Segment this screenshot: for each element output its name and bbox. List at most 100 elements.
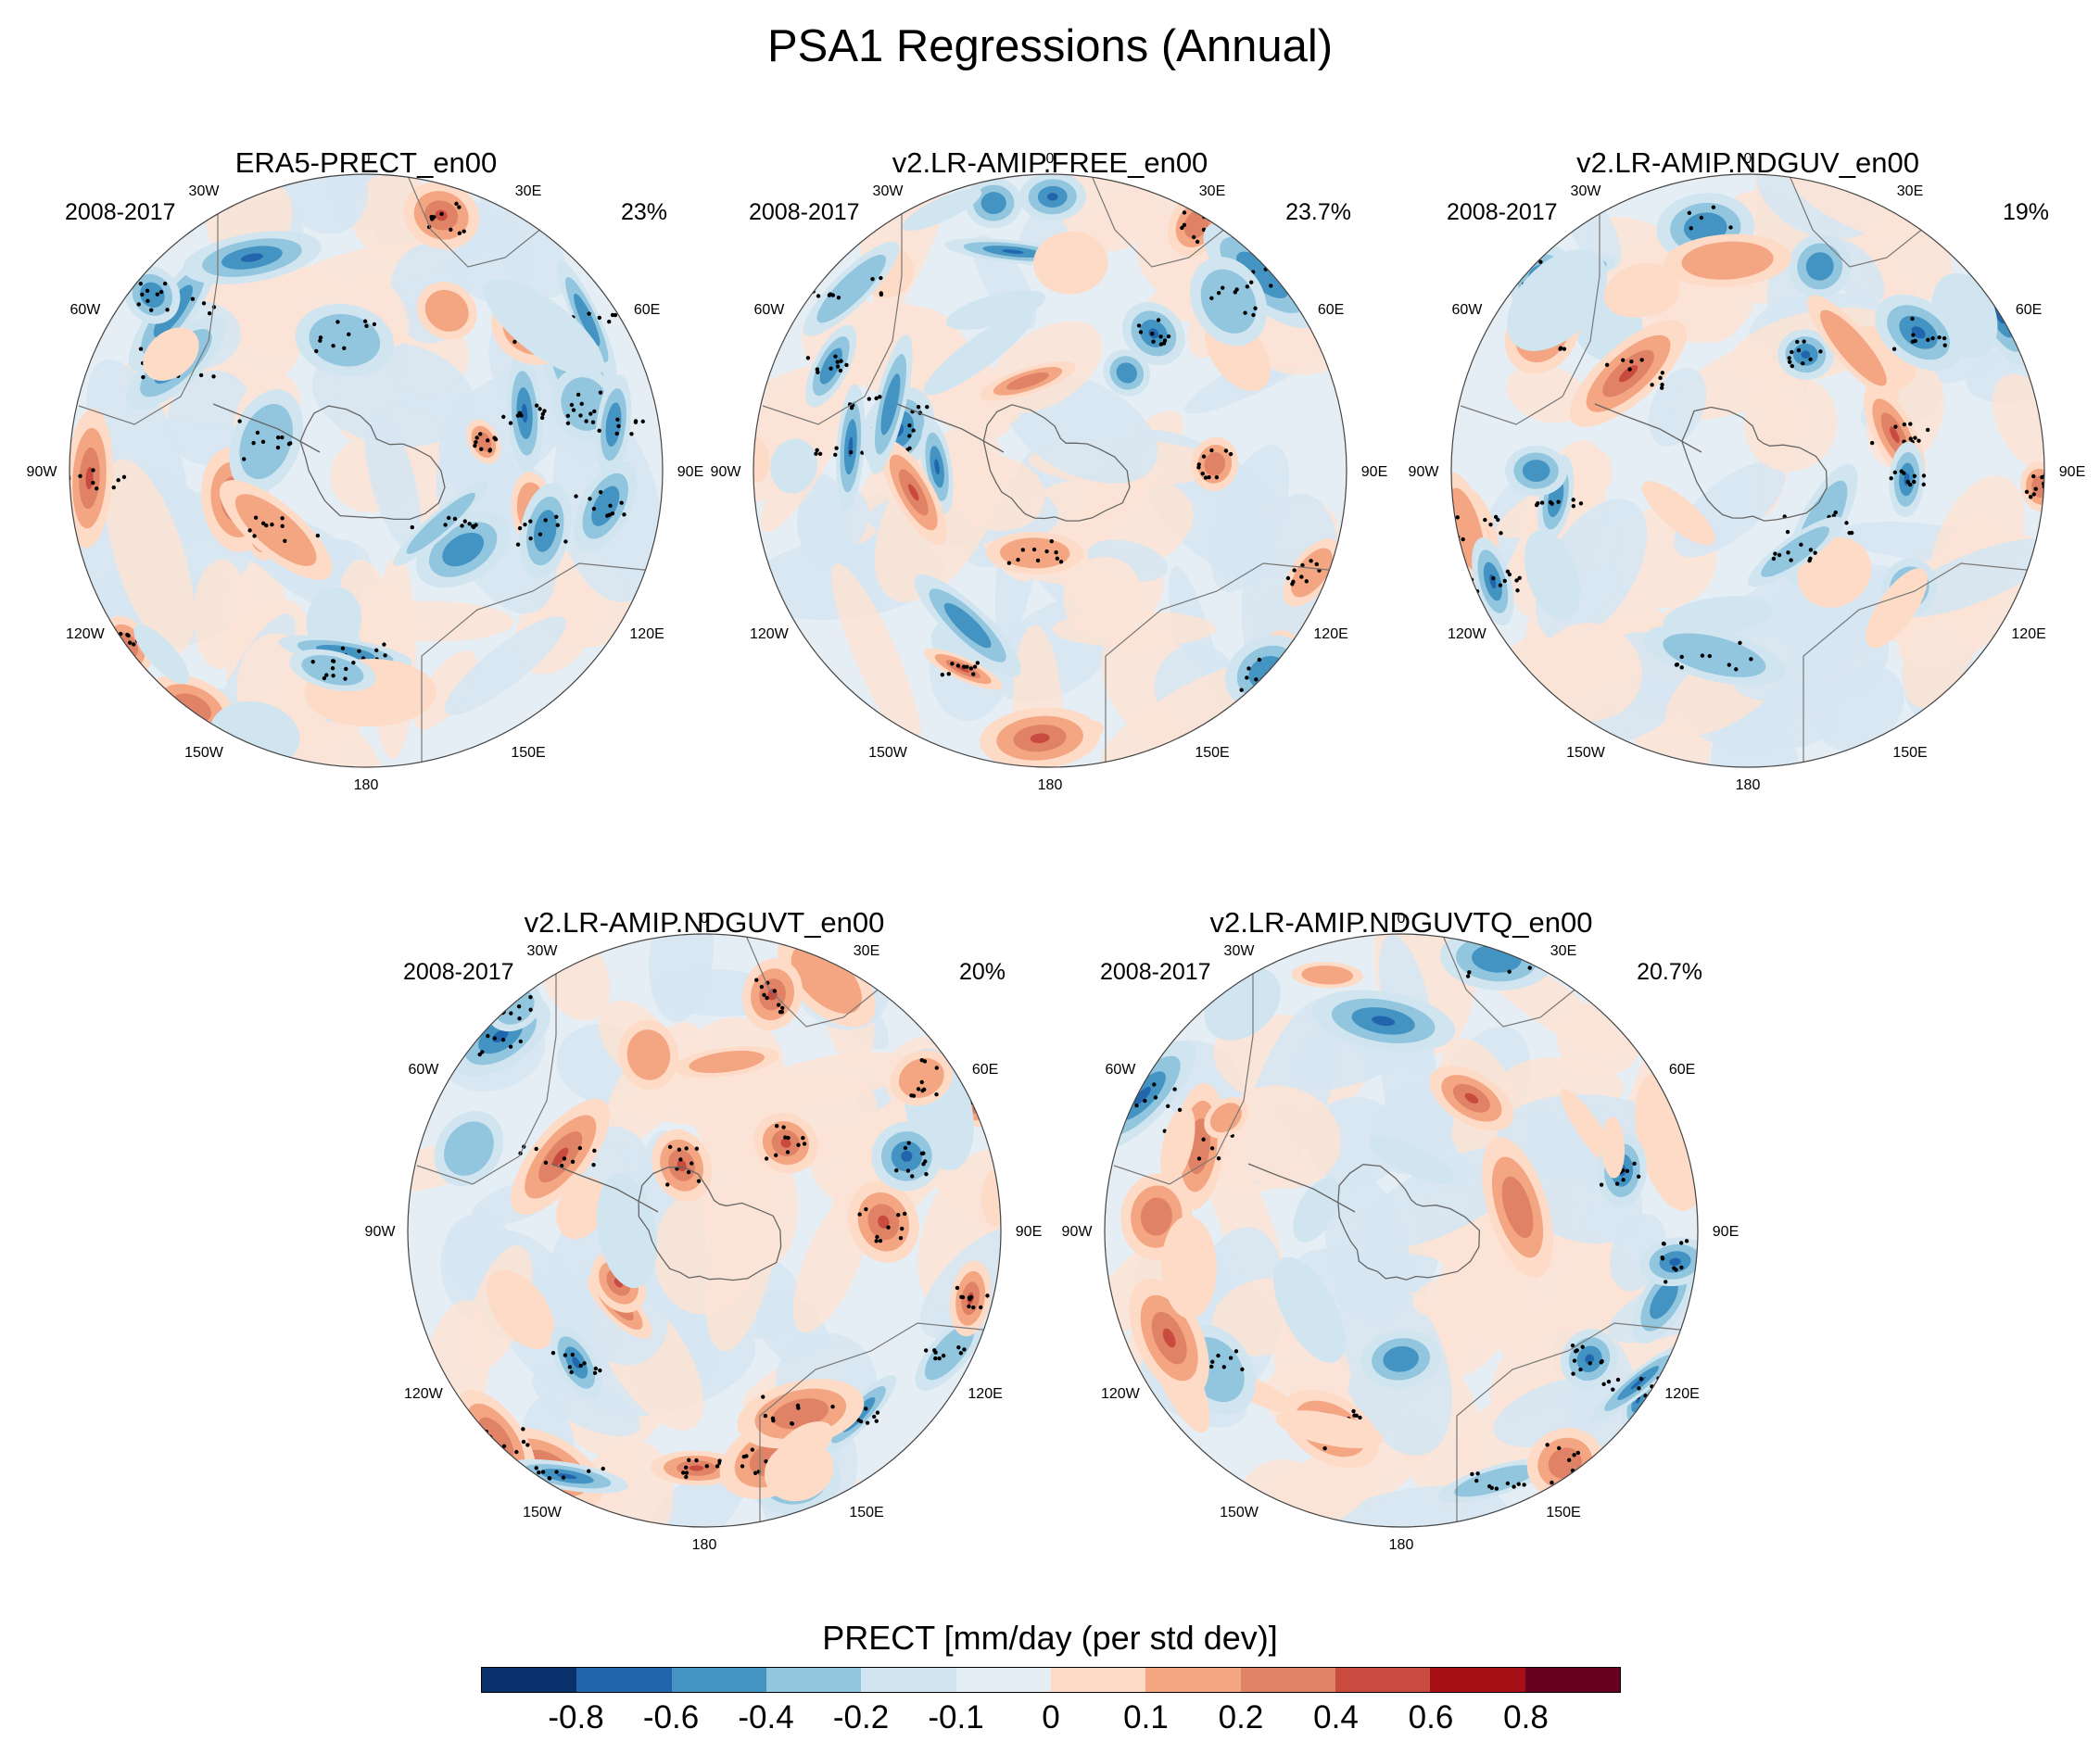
variance-percent: 20.7% bbox=[1637, 959, 1702, 985]
longitude-label: 0 bbox=[1398, 911, 1406, 927]
colorbar-tick-label: -0.1 bbox=[928, 1699, 984, 1735]
colorbar-title: PRECT [mm/day (per std dev)] bbox=[822, 1619, 1278, 1657]
longitude-label: 0 bbox=[1744, 151, 1752, 167]
polar-map: 0 30E 60E 90E 120E 150E 180 150W 120W 90W 60W 30W bbox=[1409, 151, 2086, 793]
longitude-label: 30W bbox=[873, 183, 905, 199]
map-panel-1: ERA5-PRECT_en00 2008-2017 23% 0 30E 60E 90E… bbox=[27, 146, 704, 793]
longitude-label: 150E bbox=[1195, 745, 1229, 761]
precip-field bbox=[1105, 934, 1698, 1527]
colorbar-swatch bbox=[955, 1668, 1051, 1692]
coastline bbox=[1337, 1164, 1481, 1281]
coastline bbox=[299, 405, 446, 521]
figure-title: PSA1 Regressions (Annual) bbox=[766, 21, 1334, 71]
precip-field bbox=[753, 174, 1347, 767]
longitude-label: 90E bbox=[1361, 464, 1387, 480]
longitude-label: 180 bbox=[692, 1537, 717, 1553]
longitude-label: 60W bbox=[1451, 302, 1483, 318]
longitude-label: 90W bbox=[1062, 1224, 1094, 1240]
longitude-label: 30W bbox=[527, 943, 559, 959]
longitude-label: 60E bbox=[1669, 1062, 1695, 1078]
longitude-label: 30W bbox=[1224, 943, 1256, 959]
longitude-label: 60E bbox=[2016, 302, 2042, 318]
longitude-label: 90E bbox=[2059, 464, 2085, 480]
colorbar-tick-label: 0.1 bbox=[1123, 1699, 1169, 1735]
longitude-label: 150E bbox=[849, 1505, 883, 1521]
period-label: 2008-2017 bbox=[1447, 199, 1558, 225]
longitude-label: 150W bbox=[1220, 1505, 1259, 1521]
period-label: 2008-2017 bbox=[749, 199, 860, 225]
map-panel-4: v2.LR-AMIP.NDGUVT_en00 2008-2017 20% 0 30… bbox=[365, 906, 1043, 1553]
variance-percent: 23% bbox=[620, 199, 667, 225]
longitude-label: 150W bbox=[1566, 745, 1606, 761]
colorbar-swatch bbox=[765, 1668, 862, 1692]
panel-title: v2.LR-AMIP.NDGUVTQ_en00 bbox=[1209, 906, 1593, 939]
panel-title: v2.LR-AMIP.NDGUVT_en00 bbox=[524, 906, 885, 939]
longitude-label: 150E bbox=[1892, 745, 1927, 761]
polar-map: 0 30E 60E 90E 120E 150E 180 150W 120W 90W 60W 30W bbox=[27, 151, 704, 793]
longitude-label: 120W bbox=[1101, 1386, 1141, 1402]
longitude-label: 90E bbox=[1016, 1224, 1042, 1240]
colorbar-swatch bbox=[1050, 1668, 1146, 1692]
coastline bbox=[638, 1166, 782, 1281]
map-panel-2: v2.LR-AMIP.FREE_en00 2008-2017 23.7% 0 30… bbox=[711, 146, 1388, 793]
longitude-label: 120W bbox=[750, 626, 790, 642]
longitude-label: 30W bbox=[1571, 183, 1602, 199]
longitude-label: 0 bbox=[1046, 151, 1055, 167]
colorbar-tick-label: -0.2 bbox=[832, 1699, 890, 1735]
map-border bbox=[407, 933, 1002, 1528]
longitude-label: 60E bbox=[1318, 302, 1344, 318]
longitude-label: 120E bbox=[1664, 1386, 1699, 1402]
longitude-label: 90W bbox=[1409, 464, 1440, 480]
longitude-label: 180 bbox=[1736, 777, 1761, 793]
colorbar-tick-label: 0 bbox=[1042, 1699, 1060, 1735]
longitude-label: 150E bbox=[511, 745, 545, 761]
longitude-label: 60W bbox=[408, 1062, 439, 1078]
colorbar-tick-label: 0.8 bbox=[1503, 1699, 1549, 1735]
longitude-label: 150E bbox=[1546, 1505, 1580, 1521]
longitude-label: 60E bbox=[634, 302, 660, 318]
longitude-label: 120E bbox=[2011, 626, 2045, 642]
variance-percent: 19% bbox=[2002, 199, 2049, 225]
map-border bbox=[1450, 173, 2045, 768]
longitude-label: 120E bbox=[968, 1386, 1002, 1402]
variance-percent: 20% bbox=[958, 959, 1006, 985]
longitude-label: 90W bbox=[711, 464, 742, 480]
longitude-label: 30E bbox=[1897, 183, 1923, 199]
longitude-label: 120E bbox=[629, 626, 664, 642]
map-border bbox=[1104, 933, 1699, 1528]
longitude-label: 120W bbox=[404, 1386, 444, 1402]
longitude-label: 30E bbox=[854, 943, 879, 959]
coastline bbox=[1681, 406, 1828, 522]
longitude-label: 150W bbox=[868, 745, 908, 761]
period-label: 2008-2017 bbox=[403, 959, 514, 985]
coastline bbox=[982, 404, 1131, 522]
colorbar-tick-label: 0.2 bbox=[1218, 1699, 1264, 1735]
longitude-label: 60W bbox=[753, 302, 785, 318]
longitude-label: 90E bbox=[677, 464, 703, 480]
colorbar-tick-label: 0.4 bbox=[1313, 1699, 1359, 1735]
period-label: 2008-2017 bbox=[1100, 959, 1211, 985]
panel-title: ERA5-PRECT_en00 bbox=[234, 146, 498, 179]
longitude-label: 60E bbox=[972, 1062, 998, 1078]
longitude-label: 30E bbox=[1550, 943, 1576, 959]
colorbar-swatch bbox=[861, 1668, 956, 1692]
longitude-label: 0 bbox=[701, 911, 709, 927]
longitude-label: 90E bbox=[1713, 1224, 1739, 1240]
longitude-label: 0 bbox=[362, 151, 371, 167]
longitude-label: 180 bbox=[354, 777, 379, 793]
longitude-label: 60W bbox=[70, 302, 101, 318]
variance-percent: 23.7% bbox=[1285, 199, 1351, 225]
longitude-label: 150W bbox=[184, 745, 224, 761]
longitude-label: 120W bbox=[66, 626, 106, 642]
colorbar-swatch bbox=[671, 1668, 766, 1692]
colorbar-swatch bbox=[1240, 1668, 1335, 1692]
panel-title: v2.LR-AMIP.FREE_en00 bbox=[892, 146, 1208, 179]
colorbar bbox=[481, 1667, 1621, 1693]
precip-field bbox=[1451, 174, 2044, 767]
colorbar-tick-label: -0.6 bbox=[642, 1699, 700, 1735]
polar-map: 0 30E 60E 90E 120E 150E 180 150W 120W 90W 60W 30W bbox=[711, 151, 1388, 793]
longitude-label: 30E bbox=[515, 183, 541, 199]
precip-field bbox=[70, 174, 663, 767]
colorbar-swatch bbox=[482, 1668, 577, 1692]
longitude-label: 60W bbox=[1105, 1062, 1136, 1078]
